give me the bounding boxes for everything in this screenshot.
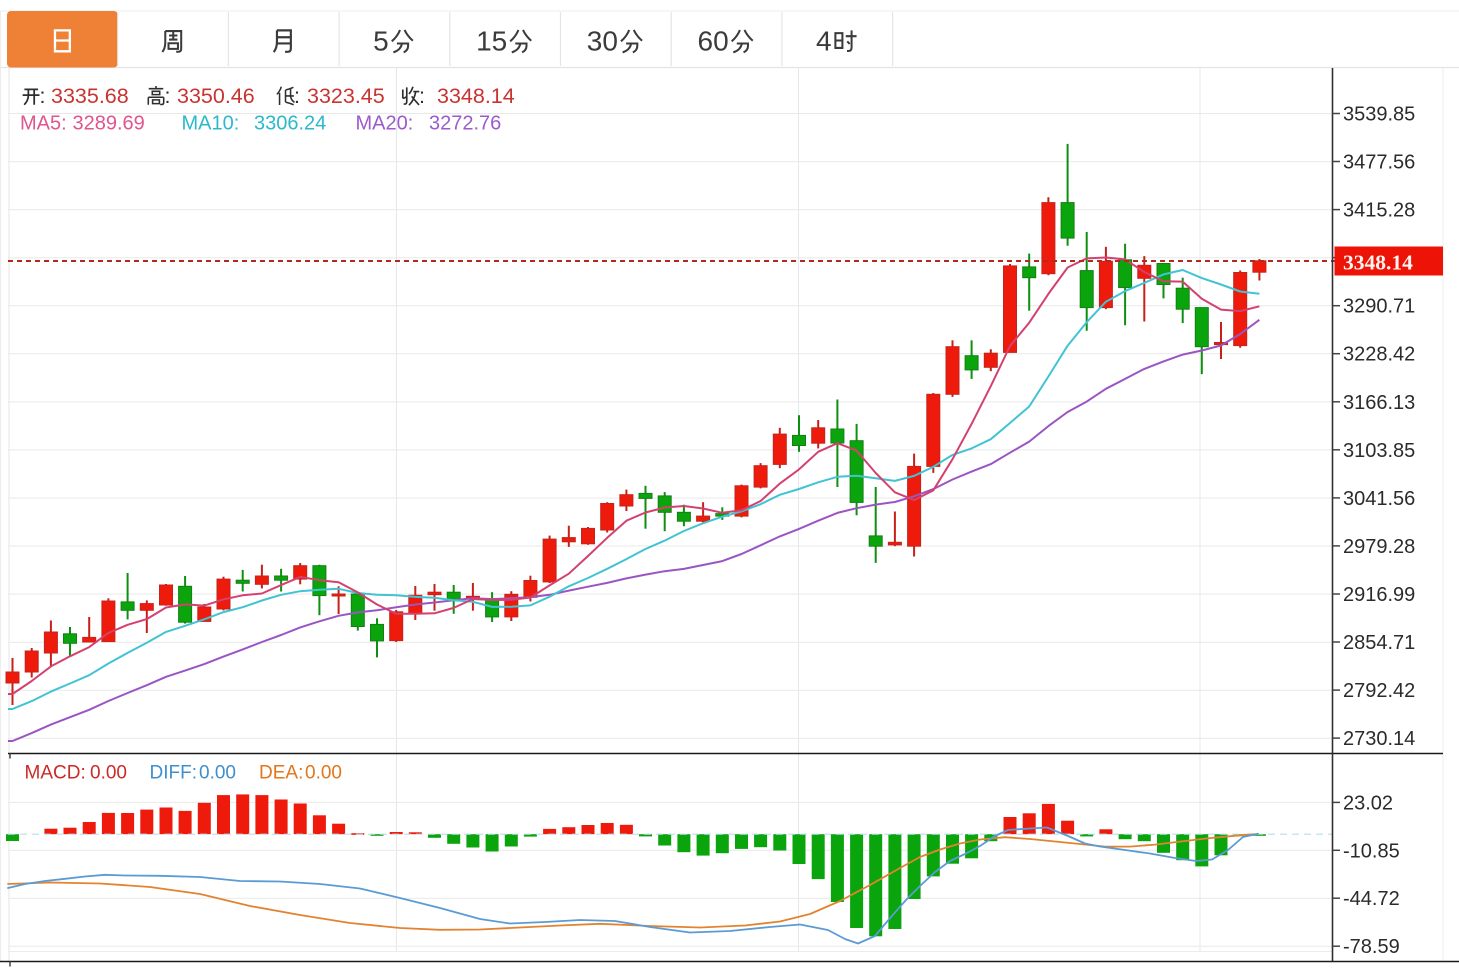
svg-text:2916.99: 2916.99 xyxy=(1343,584,1415,606)
svg-text:DEA:: DEA: xyxy=(259,763,303,784)
svg-text:30: 30 xyxy=(587,26,618,57)
svg-text:3348.14: 3348.14 xyxy=(437,84,515,108)
svg-text:2730.14: 2730.14 xyxy=(1343,728,1415,750)
svg-text::: : xyxy=(165,84,171,108)
svg-text:2979.28: 2979.28 xyxy=(1343,536,1415,558)
svg-text:MA20:: MA20: xyxy=(356,113,414,135)
svg-text:-10.85: -10.85 xyxy=(1343,840,1400,862)
svg-text:3348.14: 3348.14 xyxy=(1343,251,1413,275)
svg-text::: : xyxy=(294,84,300,108)
svg-text:0.00: 0.00 xyxy=(90,763,127,784)
svg-text:2854.71: 2854.71 xyxy=(1343,632,1415,654)
svg-text:2792.42: 2792.42 xyxy=(1343,680,1415,702)
svg-text:3477.56: 3477.56 xyxy=(1343,152,1415,174)
svg-text:MACD:: MACD: xyxy=(25,763,86,784)
svg-text:3166.13: 3166.13 xyxy=(1343,392,1415,414)
svg-text:3041.56: 3041.56 xyxy=(1343,488,1415,510)
svg-text:0.00: 0.00 xyxy=(199,763,236,784)
svg-text:3415.28: 3415.28 xyxy=(1343,200,1415,222)
svg-text:0.00: 0.00 xyxy=(305,763,342,784)
svg-text:15: 15 xyxy=(476,26,507,57)
svg-text:3103.85: 3103.85 xyxy=(1343,440,1415,462)
svg-text:MA10:: MA10: xyxy=(182,113,240,135)
svg-text:3323.45: 3323.45 xyxy=(307,84,385,108)
svg-text:3290.71: 3290.71 xyxy=(1343,296,1415,318)
svg-text:DIFF:: DIFF: xyxy=(150,763,198,784)
svg-text:3228.42: 3228.42 xyxy=(1343,344,1415,366)
svg-text::: : xyxy=(40,84,46,108)
svg-text:-44.72: -44.72 xyxy=(1343,888,1400,910)
svg-text:3306.24: 3306.24 xyxy=(254,113,326,135)
svg-text:MA5:: MA5: xyxy=(20,113,67,135)
svg-text:-78.59: -78.59 xyxy=(1343,936,1400,958)
svg-text:60: 60 xyxy=(698,26,729,57)
svg-text:3335.68: 3335.68 xyxy=(51,84,129,108)
svg-text::: : xyxy=(419,84,425,108)
svg-text:3272.76: 3272.76 xyxy=(429,113,501,135)
svg-text:4: 4 xyxy=(816,26,832,57)
svg-text:23.02: 23.02 xyxy=(1343,792,1393,814)
svg-text:3539.85: 3539.85 xyxy=(1343,104,1415,126)
svg-text:3350.46: 3350.46 xyxy=(177,84,255,108)
svg-text:5: 5 xyxy=(373,26,389,57)
svg-text:3289.69: 3289.69 xyxy=(73,113,145,135)
